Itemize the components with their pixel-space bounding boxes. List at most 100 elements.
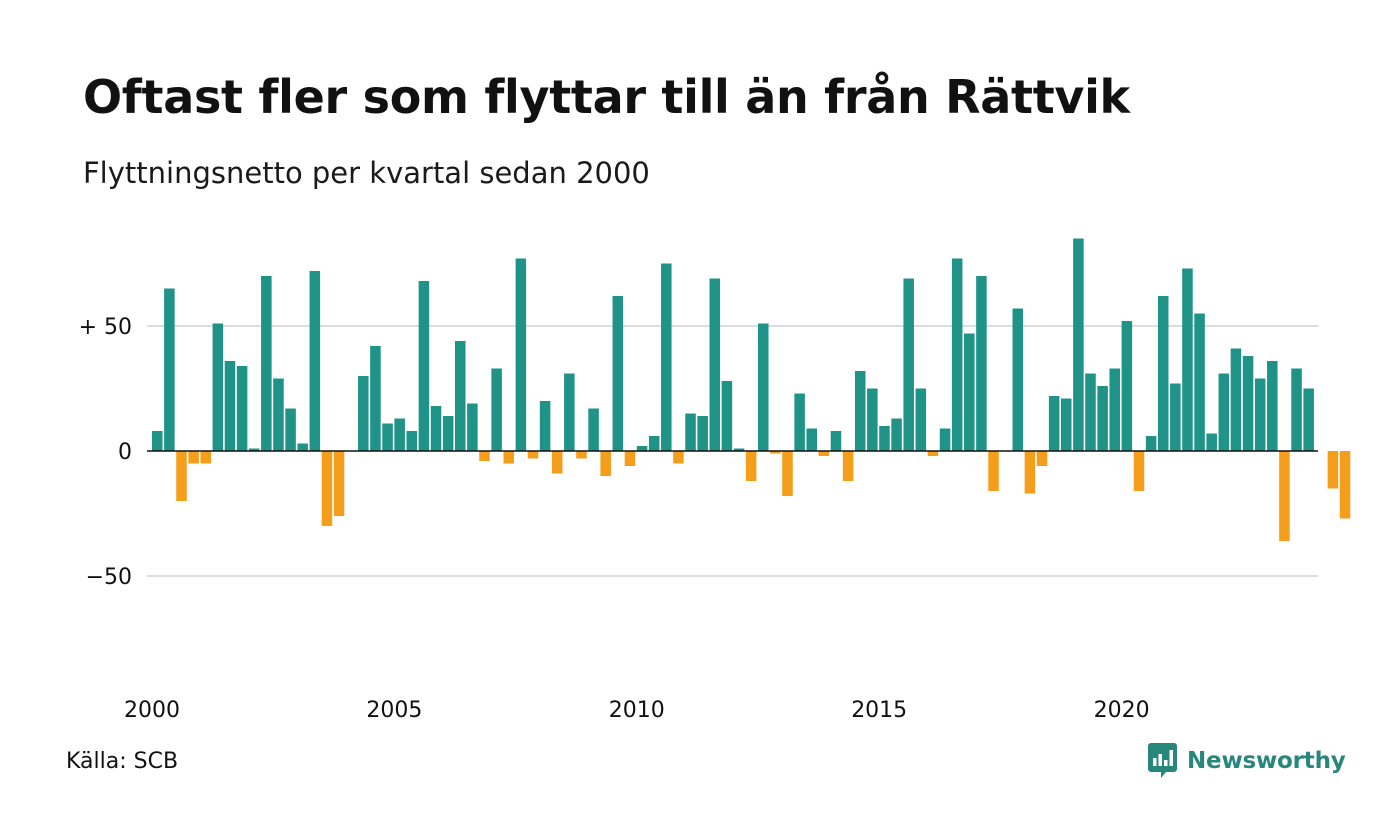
- bar: 2013 Q1: -18: [782, 451, 793, 496]
- bar: 2008 Q1: 20: [539, 401, 551, 451]
- x-tick-label: 2010: [609, 698, 665, 723]
- bar: 2000 Q1: 8: [152, 431, 163, 451]
- bar: 2003 Q2: 72: [309, 271, 321, 451]
- bar: 2006 Q2: 44: [455, 341, 466, 451]
- bar: 2017 Q4: 57: [1012, 308, 1024, 451]
- x-axis-labels: 2000 2005 2010 2015 2020: [124, 698, 1150, 723]
- bar: 2019 Q1: 85: [1073, 238, 1084, 451]
- x-tick-label: 2005: [366, 698, 422, 723]
- bar: 2012 Q3: 51: [758, 323, 769, 451]
- bar: 2020 Q3: 6: [1145, 436, 1157, 451]
- bar: 2013 Q2: 23: [794, 393, 805, 451]
- bar: 2021 Q2: 73: [1182, 268, 1193, 451]
- bar: 2018 Q2: -6: [1036, 451, 1048, 466]
- bar: 2010 Q4: -5: [673, 451, 684, 464]
- bar: 2022 Q3: 38: [1242, 356, 1254, 451]
- bar: 2007 Q1: 33: [491, 368, 502, 451]
- source-label: Källa: SCB: [66, 749, 179, 774]
- bar: 2019 Q4: 33: [1109, 368, 1120, 451]
- bar: 2005 Q2: 8: [406, 431, 418, 451]
- bar: 2021 Q3: 55: [1194, 313, 1205, 451]
- bar: 2017 Q1: 70: [976, 276, 987, 451]
- bar: 2012 Q4: -1: [770, 451, 781, 454]
- bar: 2018 Q1: -17: [1024, 451, 1036, 494]
- x-tick-label: 2015: [851, 698, 907, 723]
- bar: 2002 Q3: 29: [273, 378, 284, 451]
- bar: 2023 Q2: -36: [1279, 451, 1290, 541]
- y-tick-label: 0: [118, 440, 132, 465]
- bar: 2003 Q4: -26: [333, 451, 345, 516]
- bar: 2009 Q1: 17: [588, 408, 599, 451]
- bar: 2021 Q4: 7: [1206, 433, 1217, 451]
- bar: 2024 Q3: -27: [1339, 451, 1351, 519]
- bar: 2008 Q3: 31: [564, 373, 575, 451]
- bar: 2004 Q4: 11: [382, 423, 393, 451]
- bar: 2021 Q1: 27: [1170, 383, 1181, 451]
- newsworthy-logo: Newsworthy: [1148, 743, 1346, 779]
- bar: 2023 Q1: 36: [1267, 361, 1278, 451]
- brand-name: Newsworthy: [1187, 748, 1346, 774]
- bar: 2007 Q3: 77: [515, 258, 527, 451]
- chart-title: Oftast fler som flyttar till än från Rät…: [83, 70, 1130, 124]
- bar: 2001 Q1: -5: [200, 451, 211, 464]
- bar: 2019 Q3: 26: [1097, 386, 1108, 451]
- bar: 2013 Q3: 9: [806, 428, 817, 451]
- bar: 2007 Q4: -3: [527, 451, 539, 459]
- bar: 2005 Q3: 68: [418, 281, 430, 451]
- bar: 2011 Q2: 14: [697, 416, 708, 451]
- bar: 2011 Q1: 15: [685, 413, 696, 451]
- bar: 2022 Q2: 41: [1230, 348, 1242, 451]
- x-tick-label: 2000: [124, 698, 180, 723]
- newsworthy-chart-icon: [1148, 743, 1177, 778]
- bar: 2004 Q2: 30: [358, 376, 369, 451]
- bar: 2000 Q2: 65: [164, 288, 175, 451]
- bar: 2003 Q3: -30: [321, 451, 333, 526]
- bar: 2014 Q3: 32: [854, 371, 866, 451]
- bar: 2009 Q3: 62: [612, 296, 624, 451]
- bar: 2009 Q4: -6: [624, 451, 636, 466]
- bar: 2023 Q3: 33: [1291, 368, 1302, 451]
- bar: 2016 Q2: 9: [939, 428, 951, 451]
- bar: 2008 Q2: -9: [551, 451, 563, 474]
- bar: 2003 Q1: 3: [297, 443, 308, 451]
- bar: 2002 Q4: 17: [285, 408, 296, 451]
- bar: 2006 Q4: -4: [479, 451, 490, 461]
- bars: 2000 Q1: 82000 Q2: 652000 Q3: -202000 Q4…: [152, 238, 1351, 541]
- bar: 2010 Q1: 2: [636, 446, 648, 451]
- bar: 2014 Q1: 8: [830, 431, 842, 451]
- bar: 2010 Q3: 75: [661, 263, 672, 451]
- bar: 2001 Q2: 51: [212, 323, 224, 451]
- bar: 2015 Q3: 69: [903, 278, 914, 451]
- y-tick-label: + 50: [79, 315, 132, 340]
- bar: 2010 Q2: 6: [648, 436, 660, 451]
- bar: 2005 Q1: 13: [394, 418, 405, 451]
- bar: 2020 Q1: 52: [1121, 321, 1133, 451]
- bar: 2009 Q2: -10: [600, 451, 611, 476]
- bar: 2001 Q4: 34: [236, 366, 248, 451]
- y-axis-labels: + 50 0 −50: [79, 315, 132, 590]
- bar: 2000 Q3: -20: [176, 451, 187, 501]
- bar: 2015 Q1: 10: [879, 426, 890, 451]
- bar: 2024 Q2: -15: [1327, 451, 1339, 489]
- bar: 2014 Q2: -12: [842, 451, 854, 481]
- bar: 2008 Q4: -3: [576, 451, 587, 459]
- bar: 2016 Q3: 77: [951, 258, 963, 451]
- bar: 2016 Q4: 47: [964, 333, 975, 451]
- bar: 2012 Q1: 1: [733, 448, 745, 451]
- bar: 2018 Q3: 22: [1048, 396, 1060, 451]
- bar: 2011 Q3: 69: [709, 278, 721, 451]
- y-tick-label: −50: [86, 565, 132, 590]
- bar: 2000 Q4: -5: [188, 451, 199, 464]
- bar: 2020 Q2: -16: [1133, 451, 1145, 491]
- bar: 2007 Q2: -5: [503, 451, 514, 464]
- bar: 2002 Q2: 70: [261, 276, 272, 451]
- bar: 2023 Q4: 25: [1303, 388, 1314, 451]
- bar: 2022 Q4: 29: [1254, 378, 1266, 451]
- bar: 2017 Q2: -16: [988, 451, 999, 491]
- bar: 2011 Q4: 28: [721, 381, 733, 451]
- bar: 2014 Q4: 25: [867, 388, 878, 451]
- bar: 2012 Q2: -12: [745, 451, 757, 481]
- bar: 2015 Q2: 13: [891, 418, 902, 451]
- bar: 2001 Q3: 36: [224, 361, 236, 451]
- bar: 2006 Q3: 19: [467, 403, 478, 451]
